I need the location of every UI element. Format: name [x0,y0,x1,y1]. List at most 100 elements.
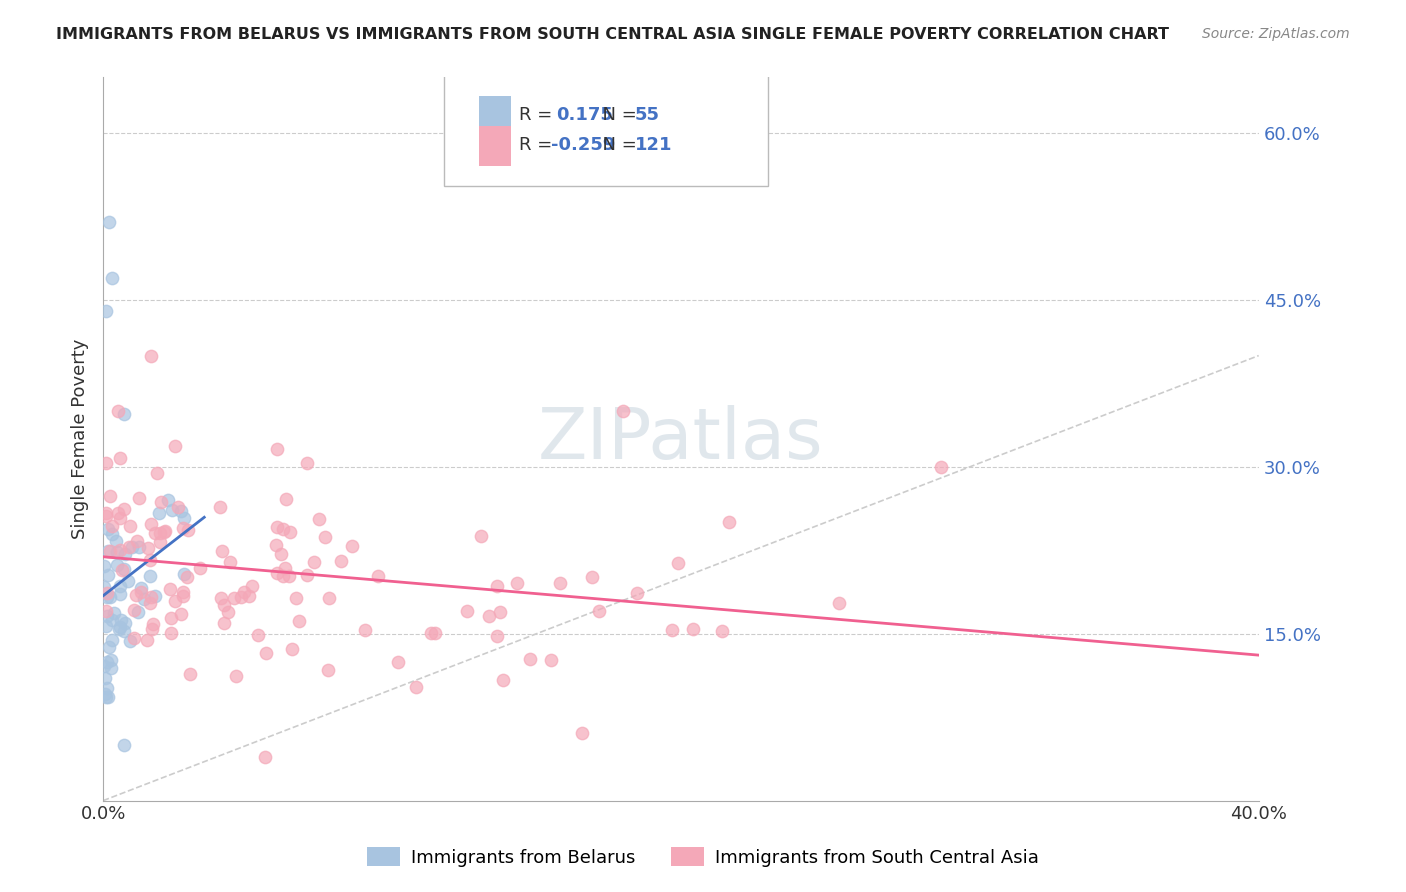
Point [506,575,529,590]
Point [425,626,447,640]
Text: R =: R = [519,106,564,124]
Text: 0.175: 0.175 [557,106,613,124]
Point [94,690,117,705]
Point [271,522,294,536]
Text: 55: 55 [634,106,659,124]
Point [93,558,115,573]
Point [316,663,339,677]
Point [160,503,183,517]
Point [266,442,288,457]
Point [232,585,254,599]
Point [159,582,181,597]
Point [103,606,125,620]
Text: 121: 121 [634,136,672,154]
Text: ZIPatlas: ZIPatlas [538,405,824,474]
Point [172,585,194,599]
Point [127,606,149,620]
Point [149,526,172,541]
Point [271,569,294,583]
Point [107,506,129,520]
FancyBboxPatch shape [444,67,768,186]
Point [100,613,122,627]
Point [238,589,260,603]
Point [97,568,120,582]
Point [112,407,135,421]
Point [165,593,187,607]
Point [488,605,510,619]
Text: IMMIGRANTS FROM BELARUS VS IMMIGRANTS FROM SOUTH CENTRAL ASIA SINGLE FEMALE POVE: IMMIGRANTS FROM BELARUS VS IMMIGRANTS FR… [56,27,1170,42]
Point [131,582,153,596]
Point [159,625,181,640]
Point [97,640,120,654]
Point [295,456,318,470]
Point [105,558,128,573]
Point [212,615,235,630]
Point [612,404,634,418]
Point [93,687,115,701]
Point [122,602,145,616]
Point [134,591,156,606]
Point [170,607,193,621]
Point [107,404,129,418]
Point [96,681,118,695]
Point [208,500,231,514]
Point [626,586,648,600]
Point [666,556,689,570]
Point [94,509,117,524]
Point [211,543,233,558]
Point [94,304,117,318]
Point [105,534,128,549]
Point [110,620,132,634]
Point [177,524,200,538]
Point [118,540,141,554]
Point [718,515,741,529]
Point [264,538,287,552]
Point [118,634,141,648]
Point [295,568,318,582]
Point [661,623,683,637]
Point [105,545,128,559]
Point [148,506,170,520]
Point [142,617,165,632]
Point [456,604,478,618]
Point [141,623,163,637]
Point [160,611,183,625]
Point [141,517,163,532]
Point [117,574,139,588]
Point [112,502,135,516]
Text: R =: R = [519,136,558,154]
Point [112,738,135,752]
Point [128,491,150,506]
Point [571,726,593,740]
Point [101,519,124,533]
Point [136,632,159,647]
Point [100,632,122,647]
Point [108,587,131,601]
Point [112,624,135,639]
Point [470,529,492,543]
Point [93,659,115,673]
Point [138,569,160,583]
Point [94,506,117,520]
Point [254,646,277,660]
Point [98,544,121,558]
Point [112,562,135,576]
Point [281,642,304,657]
Point [354,623,377,637]
Point [486,579,509,593]
Point [330,554,353,568]
Point [548,576,571,591]
Point [274,492,297,507]
Point [270,547,292,561]
Point [478,608,501,623]
Point [308,512,330,526]
Point [139,553,162,567]
Point [173,510,195,524]
Point [253,749,276,764]
Point [828,596,851,610]
Point [519,652,541,666]
Point [486,628,509,642]
Point [101,270,124,285]
Point [240,579,263,593]
Point [96,609,118,624]
